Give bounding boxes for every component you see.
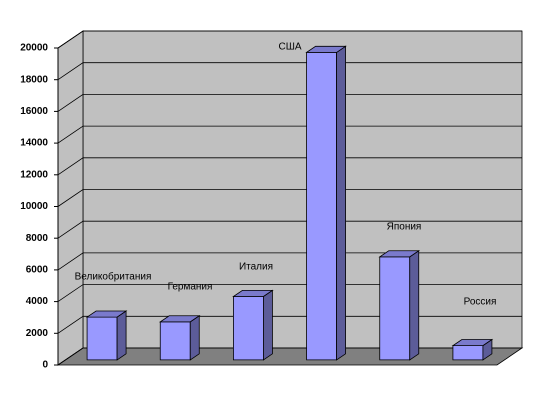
y-tick-label: 12000: [20, 169, 48, 180]
data-label: Великобритания: [75, 271, 152, 283]
grid-line: [57, 62, 522, 81]
bar-top: [451, 339, 494, 347]
grid-line: [57, 220, 522, 239]
grid-line: [57, 284, 522, 302]
data-label: Япония: [387, 222, 422, 233]
y-tick-label: 14000: [20, 138, 48, 149]
bar: [85, 310, 128, 361]
y-tick-label: 8000: [26, 233, 49, 244]
data-label: США: [278, 42, 301, 53]
bar-front: [159, 321, 191, 361]
grid-line: [57, 94, 522, 112]
grid-line: [57, 315, 522, 334]
grid-line: [57, 157, 522, 176]
grid-line: [57, 125, 522, 144]
data-label: Италия: [239, 262, 273, 273]
y-tick-label: 20000: [20, 43, 48, 54]
y-tick-label: 18000: [20, 74, 48, 85]
grid-line: [57, 30, 522, 49]
y-tick-label: 16000: [20, 106, 48, 117]
bar-front: [233, 296, 264, 361]
bar: [158, 314, 201, 361]
y-tick-label: 4000: [26, 296, 49, 307]
bar-front: [306, 52, 337, 361]
bar-front: [452, 345, 484, 361]
grid-line: [57, 252, 522, 271]
grid-line: [57, 347, 522, 366]
bar-side: [263, 289, 273, 361]
bar: [232, 289, 274, 361]
bar-side: [409, 249, 420, 361]
bar-top: [232, 289, 274, 297]
bar-front: [86, 316, 118, 361]
bar: [451, 338, 494, 361]
bar-side: [116, 310, 127, 361]
floor: [56, 347, 524, 366]
data-label: Россия: [464, 297, 497, 308]
bar-top: [305, 45, 347, 53]
bar-top: [85, 310, 128, 318]
bar-front: [379, 256, 411, 361]
y-tick-label: 2000: [26, 328, 49, 339]
bar-top: [378, 250, 421, 258]
bar: [305, 45, 347, 361]
y-tick-label: 10000: [20, 201, 48, 212]
y-tick-label: 0: [42, 360, 48, 371]
bar: [378, 249, 421, 361]
bar-side: [336, 45, 346, 361]
bar-top: [158, 315, 201, 323]
data-label: Германия: [168, 282, 213, 293]
grid-line: [57, 189, 522, 207]
bar-side: [189, 314, 200, 361]
y-tick-label: 6000: [26, 265, 49, 276]
